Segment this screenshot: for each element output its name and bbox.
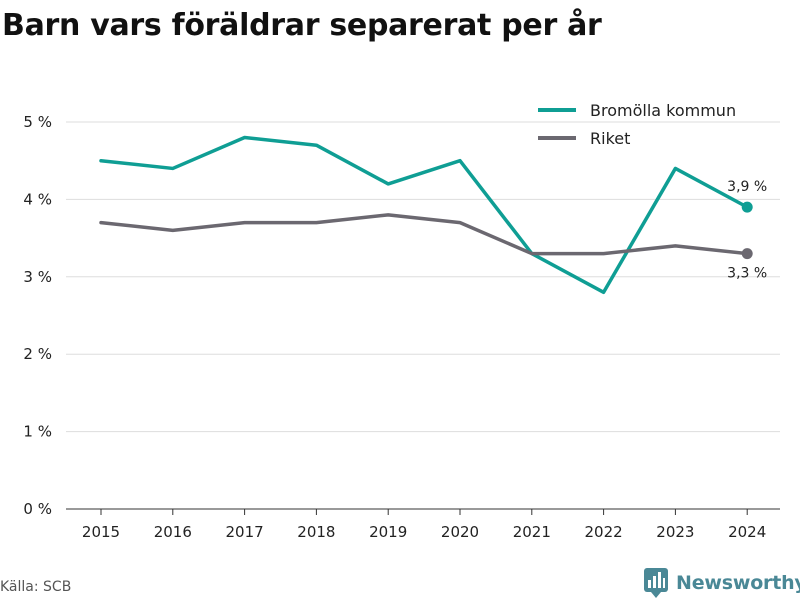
- y-tick-label: 3 %: [23, 268, 52, 286]
- chart-title: Barn vars föräldrar separerat per år: [2, 8, 602, 43]
- legend-label: Riket: [590, 129, 630, 148]
- legend-label: Bromölla kommun: [590, 101, 736, 120]
- data-label: 3,3 %: [727, 266, 767, 282]
- series-end-point: [741, 201, 753, 213]
- x-tick-label: 2024: [728, 523, 766, 541]
- legend: Bromölla kommun Riket: [538, 101, 736, 148]
- series-end-point: [741, 248, 753, 260]
- newsworthy-logo-icon: [644, 568, 668, 598]
- series-line-0: [99, 135, 749, 295]
- data-label: 3,9 %: [727, 179, 767, 195]
- newsworthy-brand: Newsworthy: [644, 568, 800, 598]
- y-tick-label: 0 %: [23, 500, 52, 518]
- y-tick-label: 4 %: [23, 190, 52, 208]
- x-tick-label: 2019: [369, 523, 407, 541]
- y-tick-label: 5 %: [23, 113, 52, 131]
- brand-name: Newsworthy: [676, 572, 800, 594]
- x-tick-label: 2023: [656, 523, 694, 541]
- x-tick-label: 2018: [297, 523, 335, 541]
- source-note: Källa: SCB: [0, 579, 72, 595]
- x-tick-label: 2016: [154, 523, 192, 541]
- x-tick-label: 2022: [585, 523, 623, 541]
- x-tick-label: 2020: [441, 523, 479, 541]
- x-tick-label: 2015: [82, 523, 120, 541]
- series-line-1: [99, 213, 749, 256]
- y-axis: 0 % 1 % 2 % 3 % 4 % 5 %: [23, 113, 52, 518]
- y-tick-label: 2 %: [23, 345, 52, 363]
- x-tick-label: 2021: [513, 523, 551, 541]
- y-tick-label: 1 %: [23, 423, 52, 441]
- x-tick-label: 2017: [226, 523, 264, 541]
- series-layer: 3,9 % 3,3 %: [99, 135, 767, 295]
- gridlines: [66, 121, 780, 510]
- x-axis: 2015 2016 2017 2018 2019 2020 2021 2022 2023 2024: [82, 509, 766, 541]
